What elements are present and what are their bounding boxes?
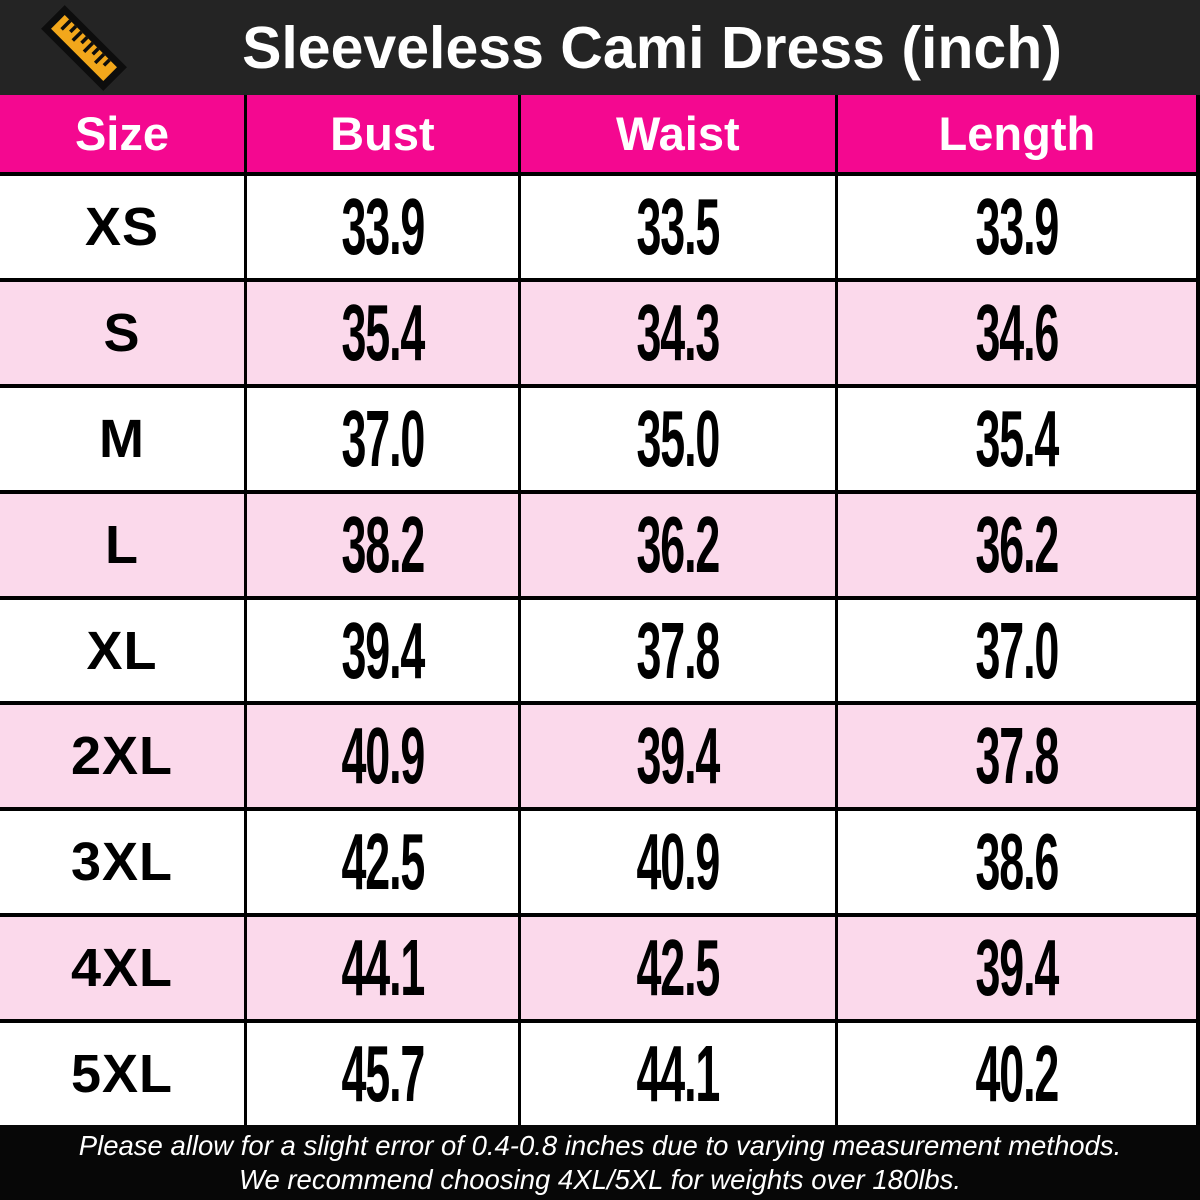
value-cell: 42.5 xyxy=(341,817,425,907)
value-cell: 35.4 xyxy=(341,287,425,377)
size-cell: S xyxy=(103,302,141,363)
value-cell: 39.4 xyxy=(341,605,425,695)
value-cell: 40.2 xyxy=(975,1029,1060,1119)
value-cell: 45.7 xyxy=(341,1029,425,1119)
table-row-3xl: 3XL 42.5 40.9 38.6 xyxy=(0,807,1196,914)
table-row-5xl: 5XL 45.7 44.1 40.2 xyxy=(0,1019,1196,1126)
page-title: Sleeveless Cami Dress (inch) xyxy=(242,14,1062,81)
column-header-length: Length xyxy=(834,95,1196,172)
value-cell: 37.8 xyxy=(636,605,720,695)
size-cell: XL xyxy=(86,620,158,681)
value-cell: 35.4 xyxy=(975,393,1060,483)
value-cell: 33.5 xyxy=(636,181,720,271)
value-cell: 38.6 xyxy=(975,817,1060,907)
value-cell: 40.9 xyxy=(636,817,720,907)
column-header-waist: Waist xyxy=(517,95,835,172)
value-cell: 34.6 xyxy=(975,287,1060,377)
value-cell: 44.1 xyxy=(341,923,425,1013)
table-row-m: M 37.0 35.0 35.4 xyxy=(0,383,1196,490)
size-chart-table: Size Bust Waist Length XS 33.9 33.5 33.9… xyxy=(0,95,1200,1126)
table-row-s: S 35.4 34.3 34.6 xyxy=(0,277,1196,384)
value-cell: 33.9 xyxy=(975,181,1060,271)
table-header-row: Size Bust Waist Length xyxy=(0,95,1196,172)
value-cell: 39.4 xyxy=(636,711,720,801)
table-body: XS 33.9 33.5 33.9 S 35.4 34.3 34.6 M 37.… xyxy=(0,172,1196,1126)
title-bar: Sleeveless Cami Dress (inch) xyxy=(0,0,1200,95)
table-row-xl: XL 39.4 37.8 37.0 xyxy=(0,595,1196,702)
value-cell: 39.4 xyxy=(975,923,1060,1013)
value-cell: 35.0 xyxy=(636,393,720,483)
size-cell: 2XL xyxy=(70,726,173,787)
value-cell: 34.3 xyxy=(636,287,720,377)
table-row-2xl: 2XL 40.9 39.4 37.8 xyxy=(0,701,1196,808)
column-header-size: Size xyxy=(74,107,169,160)
footer-note: Please allow for a slight error of 0.4-0… xyxy=(0,1125,1200,1200)
table-row-xs: XS 33.9 33.5 33.9 xyxy=(0,172,1196,278)
column-header-bust: Bust xyxy=(243,95,518,172)
footer-note-line2: We recommend choosing 4XL/5XL for weight… xyxy=(238,1163,962,1195)
size-cell: M xyxy=(98,408,145,469)
value-cell: 37.8 xyxy=(975,711,1060,801)
value-cell: 33.9 xyxy=(341,181,425,271)
value-cell: 37.0 xyxy=(975,605,1060,695)
value-cell: 38.2 xyxy=(341,499,425,589)
table-row-l: L 38.2 36.2 36.2 xyxy=(0,489,1196,596)
value-cell: 36.2 xyxy=(975,499,1060,589)
value-cell: 42.5 xyxy=(636,923,720,1013)
size-cell: 4XL xyxy=(70,938,173,999)
value-cell: 44.1 xyxy=(636,1029,720,1119)
footer-note-line1: Please allow for a slight error of 0.4-0… xyxy=(78,1129,1122,1161)
value-cell: 37.0 xyxy=(341,393,425,483)
ruler-icon xyxy=(38,2,130,94)
size-cell: 5XL xyxy=(70,1044,173,1105)
size-cell: L xyxy=(104,514,139,575)
size-cell: XS xyxy=(84,196,159,257)
table-row-4xl: 4XL 44.1 42.5 39.4 xyxy=(0,913,1196,1020)
value-cell: 36.2 xyxy=(636,499,720,589)
size-cell: 3XL xyxy=(70,832,173,893)
value-cell: 40.9 xyxy=(341,711,425,801)
